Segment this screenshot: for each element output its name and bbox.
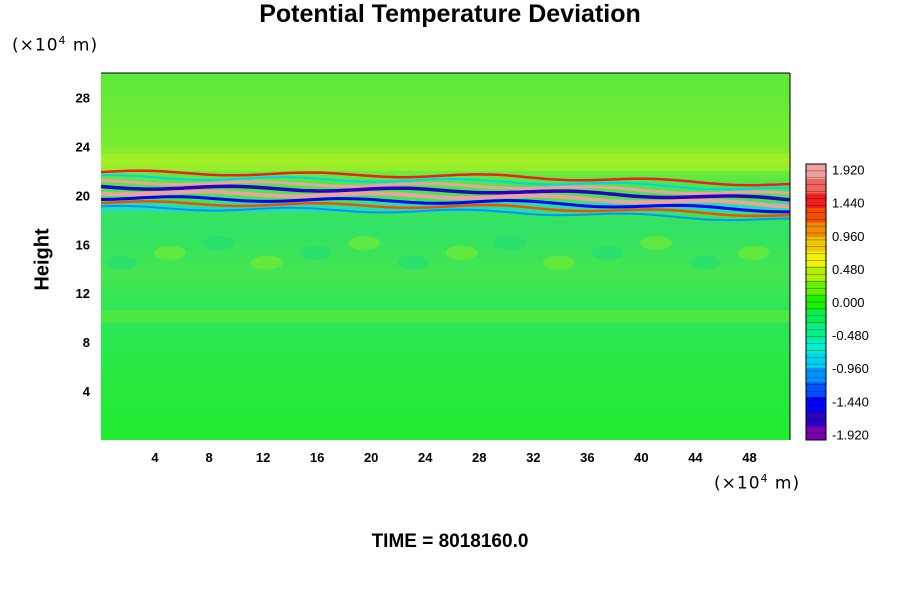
colorbar-swatch: [806, 338, 826, 354]
colorbar-border: [805, 163, 827, 441]
y-tick-label: 12: [76, 286, 90, 301]
colorbar-swatch: [806, 222, 826, 238]
colorbar-tick-label: -0.480: [832, 328, 869, 343]
shear-layer-stripe: [100, 169, 791, 187]
colorbar-tick-label: 1.920: [832, 163, 865, 178]
x-tick-label: 32: [526, 450, 540, 465]
x-tick-label: 12: [256, 450, 270, 465]
eddy-feature: [445, 245, 478, 260]
x-tick-label: 40: [634, 450, 648, 465]
colorbar-swatch: [806, 352, 826, 368]
y-tick-label: 4: [83, 384, 91, 399]
y-tick-label: 8: [83, 335, 90, 350]
eddy-feature: [688, 255, 721, 270]
x-axis: 4 8 12 16 20 24 28 32 36 40 44 48: [151, 450, 756, 465]
x-tick-label: 4: [151, 450, 159, 465]
shear-layer-stripe: [100, 189, 791, 209]
colorbar-tick-label: 0.480: [832, 262, 865, 277]
colorbar-swatch: [806, 265, 826, 281]
shear-layer-stripe: [100, 205, 790, 222]
eddy-feature: [397, 255, 430, 270]
x-tick-label: 48: [742, 450, 756, 465]
shear-layer-stripe: [100, 178, 791, 195]
colorbar-swatch: [806, 367, 826, 383]
shear-layer-stripe: [100, 184, 791, 202]
x-tick-label: 36: [580, 450, 594, 465]
colorbar-swatch: [806, 164, 826, 180]
heatmap-field: [100, 72, 791, 440]
colorbar-tick-label: 1.440: [832, 196, 865, 211]
eddy-feature: [542, 255, 575, 270]
colorbar-swatch: [806, 410, 826, 426]
x-tick-label: 44: [688, 450, 703, 465]
colorbar-tick-label: 0.960: [832, 229, 865, 244]
time-label: TIME = 8018160.0: [371, 531, 529, 552]
x-tick-label: 28: [472, 450, 486, 465]
y-tick-label: 24: [76, 139, 91, 154]
eddy-feature: [153, 245, 186, 260]
colorbar: 1.920 1.440 0.960 0.480 0.000 -0.480 -0.960 -1.…: [805, 163, 869, 442]
colorbar-tick-label: -1.920: [832, 427, 869, 442]
eddy-feature: [737, 245, 770, 260]
colorbar-swatch: [806, 236, 826, 252]
eddy-feature: [105, 255, 138, 270]
y-tick-label: 20: [76, 188, 90, 203]
eddy-feature: [348, 236, 381, 251]
y-axis: 4 8 12 16 20 24 28: [76, 90, 91, 399]
x-tick-label: 16: [310, 450, 324, 465]
noise-layer: [101, 310, 790, 323]
colorbar-swatch: [806, 294, 826, 310]
colorbar-swatch: [806, 396, 826, 412]
eddy-feature: [640, 236, 673, 251]
y-unit-label: (×104 m): [12, 34, 99, 56]
colorbar-swatch: [806, 251, 826, 267]
colorbar-swatch: [806, 280, 826, 296]
shear-layer-stripe: [100, 200, 791, 218]
shear-layer-stripe: [100, 174, 790, 191]
x-tick-label: 8: [205, 450, 212, 465]
eddy-feature: [494, 236, 527, 251]
colorbar-swatch: [806, 207, 826, 223]
shear-layer-stripe: [100, 195, 790, 214]
warm-band: [101, 153, 790, 171]
field-background: [101, 73, 790, 440]
colorbar-swatch: [806, 193, 826, 209]
eddy-feature: [299, 245, 332, 260]
colorbar-swatch: [806, 178, 826, 194]
y-tick-label: 28: [76, 90, 90, 105]
colorbar-tick-label: 0.000: [832, 295, 865, 310]
eddy-feature: [251, 255, 284, 270]
x-tick-label: 24: [418, 450, 433, 465]
x-unit-label: (×104 m): [714, 472, 801, 494]
eddy-feature: [591, 245, 624, 260]
eddy-feature: [202, 236, 235, 251]
x-tick-label: 20: [364, 450, 378, 465]
colorbar-swatch: [806, 323, 826, 339]
colorbar-swatch: [806, 381, 826, 397]
chart-title: Potential Temperature Deviation: [259, 0, 641, 28]
y-tick-label: 16: [76, 237, 90, 252]
colorbar-tick-label: -0.960: [832, 361, 869, 376]
colorbar-tick-label: -1.440: [832, 394, 869, 409]
colorbar-swatch: [806, 309, 826, 325]
